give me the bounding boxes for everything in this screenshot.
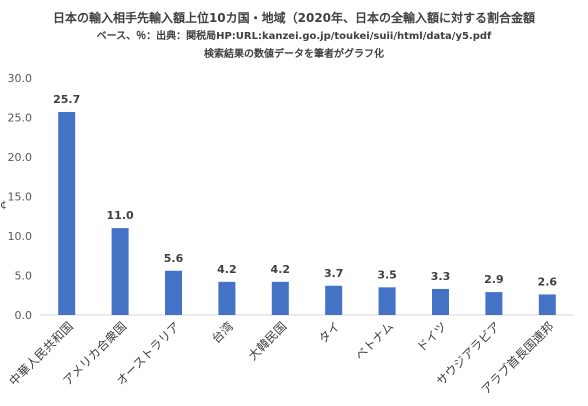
y-tick-label: 20.0	[8, 151, 33, 164]
data-label: 5.6	[164, 252, 184, 265]
x-tick-label: タイ	[316, 319, 343, 346]
x-tick-label: 台湾	[208, 319, 236, 347]
x-tick-label: 大韓民国	[246, 319, 290, 363]
y-tick-label: 0.0	[15, 309, 33, 322]
bar	[485, 292, 503, 315]
data-label: 2.9	[484, 273, 504, 286]
chart-subtitle-2: 検索結果の数値データを筆者がグラフ化	[204, 49, 384, 60]
bar	[432, 288, 449, 315]
bar	[58, 111, 76, 315]
data-label: 3.7	[324, 267, 344, 280]
chart-subtitle: ベース、％：出典：関税局HP:URL:kanzei.go.jp/toukei/s…	[96, 31, 492, 42]
chart-titles: 日本の輸入相手先輸入額上位10カ国・地域（2020年、日本の全輸入額に対する割合…	[0, 12, 588, 64]
bar	[111, 228, 129, 315]
bar	[218, 281, 236, 315]
x-tick-label: ベトナム	[353, 319, 397, 363]
edge-glyph: ¢	[0, 198, 7, 211]
y-tick-label: 30.0	[8, 72, 33, 85]
data-label: 4.2	[217, 263, 237, 276]
data-label: 3.3	[431, 270, 451, 283]
data-label: 11.0	[107, 209, 134, 222]
y-tick-label: 10.0	[8, 230, 33, 243]
bar	[325, 285, 343, 315]
bar	[165, 270, 182, 315]
bar	[538, 294, 556, 315]
data-label: 2.6	[538, 275, 558, 288]
y-tick-label: 15.0	[8, 191, 33, 204]
bar	[271, 281, 289, 315]
data-label: 3.5	[377, 268, 397, 281]
chart-title: 日本の輸入相手先輸入額上位10カ国・地域（2020年、日本の全輸入額に対する割合…	[52, 11, 536, 25]
y-tick-label: 25.0	[8, 112, 33, 125]
data-label: 4.2	[271, 263, 291, 276]
x-tick-label: ドイツ	[414, 319, 449, 354]
bar	[378, 287, 396, 315]
data-label: 25.7	[53, 93, 80, 106]
y-tick-label: 5.0	[15, 270, 33, 283]
